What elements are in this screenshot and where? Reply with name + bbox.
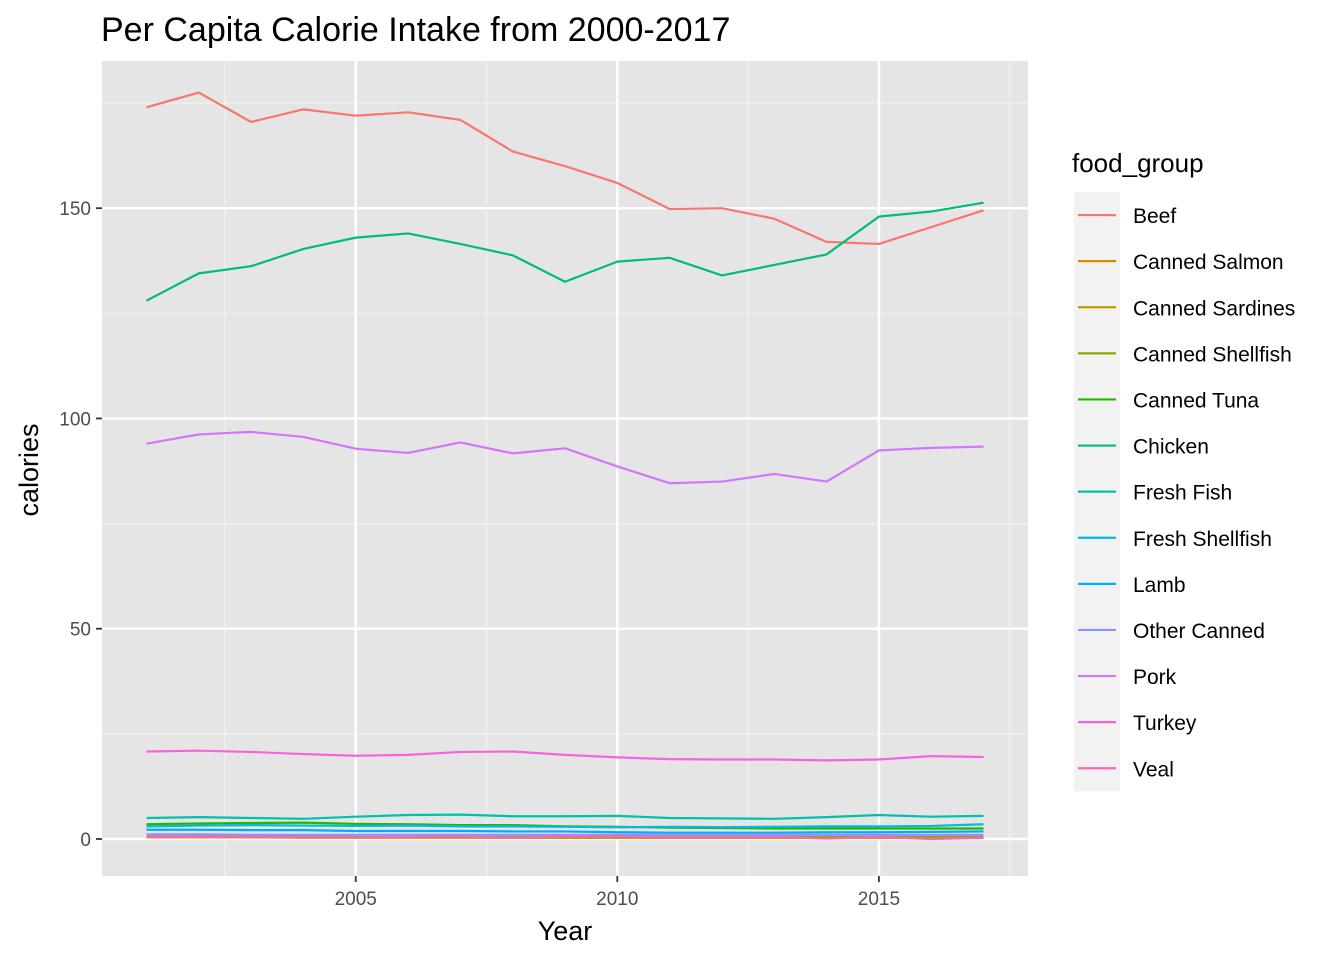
legend-label-other-canned: Other Canned (1133, 620, 1265, 643)
plot-panel (102, 61, 1028, 876)
legend-label-canned-sardines: Canned Sardines (1133, 297, 1295, 320)
legend-label-beef: Beef (1133, 205, 1176, 228)
y-tick-label: 150 (59, 199, 91, 220)
x-axis-title: Year (538, 916, 593, 946)
x-tick-label: 2015 (858, 889, 900, 910)
y-tick-label: 0 (80, 830, 91, 851)
legend-label-canned-tuna: Canned Tuna (1133, 389, 1259, 412)
y-tick-label: 50 (70, 620, 91, 641)
legend-label-canned-shellfish: Canned Shellfish (1133, 343, 1292, 366)
legend-label-pork: Pork (1133, 666, 1177, 689)
series-line-veal (146, 835, 984, 841)
y-axis-title: calories (14, 423, 44, 516)
minor-gridlines (102, 61, 1028, 876)
legend-title: food_group (1072, 148, 1204, 178)
y-tick-label: 100 (59, 409, 91, 430)
y-axis-ticks: 0 50 100 150 (59, 199, 102, 851)
legend-label-chicken: Chicken (1133, 436, 1209, 459)
legend-label-lamb: Lamb (1133, 574, 1186, 597)
legend: food_group Beef Canned Salmon Canned Sardi… (1072, 148, 1295, 792)
series-line-fresh-fish (146, 813, 984, 820)
legend-label-turkey: Turkey (1133, 712, 1197, 735)
legend-label-veal: Veal (1133, 758, 1174, 781)
legend-label-canned-salmon: Canned Salmon (1133, 251, 1284, 274)
legend-items: Beef Canned Salmon Canned Sardines Canned S… (1078, 205, 1295, 781)
x-tick-label: 2005 (335, 889, 377, 910)
legend-label-fresh-shellfish: Fresh Shellfish (1133, 528, 1272, 551)
x-tick-label: 2010 (596, 889, 638, 910)
series-line-chicken (145, 201, 984, 302)
series-lines (145, 91, 984, 841)
series-line-fresh-shellfish (146, 823, 984, 829)
x-axis-ticks: 2005 2010 2015 (335, 876, 900, 910)
major-gridlines (102, 61, 1028, 876)
chart-title: Per Capita Calorie Intake from 2000-2017 (101, 11, 730, 49)
series-line-pork (146, 430, 984, 485)
series-line-turkey (146, 749, 984, 762)
legend-label-fresh-fish: Fresh Fish (1133, 482, 1232, 505)
series-line-lamb (146, 828, 984, 834)
